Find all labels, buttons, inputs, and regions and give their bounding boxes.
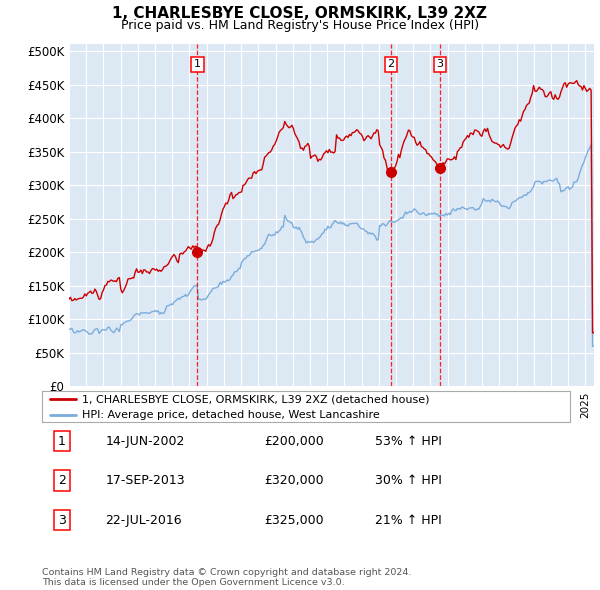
Text: Contains HM Land Registry data © Crown copyright and database right 2024.
This d: Contains HM Land Registry data © Crown c… [42, 568, 412, 587]
Text: 30% ↑ HPI: 30% ↑ HPI [374, 474, 442, 487]
Text: £325,000: £325,000 [264, 513, 323, 527]
Text: 21% ↑ HPI: 21% ↑ HPI [374, 513, 442, 527]
Text: 1, CHARLESBYE CLOSE, ORMSKIRK, L39 2XZ: 1, CHARLESBYE CLOSE, ORMSKIRK, L39 2XZ [113, 6, 487, 21]
Text: 1: 1 [194, 60, 201, 70]
Text: 3: 3 [58, 513, 66, 527]
Text: 3: 3 [436, 60, 443, 70]
Text: £320,000: £320,000 [264, 474, 323, 487]
Text: 2: 2 [388, 60, 395, 70]
Text: 1: 1 [58, 434, 66, 448]
Text: 14-JUN-2002: 14-JUN-2002 [106, 434, 185, 448]
Text: HPI: Average price, detached house, West Lancashire: HPI: Average price, detached house, West… [82, 410, 379, 420]
Text: Price paid vs. HM Land Registry's House Price Index (HPI): Price paid vs. HM Land Registry's House … [121, 19, 479, 32]
Text: 1, CHARLESBYE CLOSE, ORMSKIRK, L39 2XZ (detached house): 1, CHARLESBYE CLOSE, ORMSKIRK, L39 2XZ (… [82, 395, 429, 405]
Text: 17-SEP-2013: 17-SEP-2013 [106, 474, 185, 487]
Text: 22-JUL-2016: 22-JUL-2016 [106, 513, 182, 527]
Text: 2: 2 [58, 474, 66, 487]
Text: 53% ↑ HPI: 53% ↑ HPI [374, 434, 442, 448]
Text: £200,000: £200,000 [264, 434, 323, 448]
